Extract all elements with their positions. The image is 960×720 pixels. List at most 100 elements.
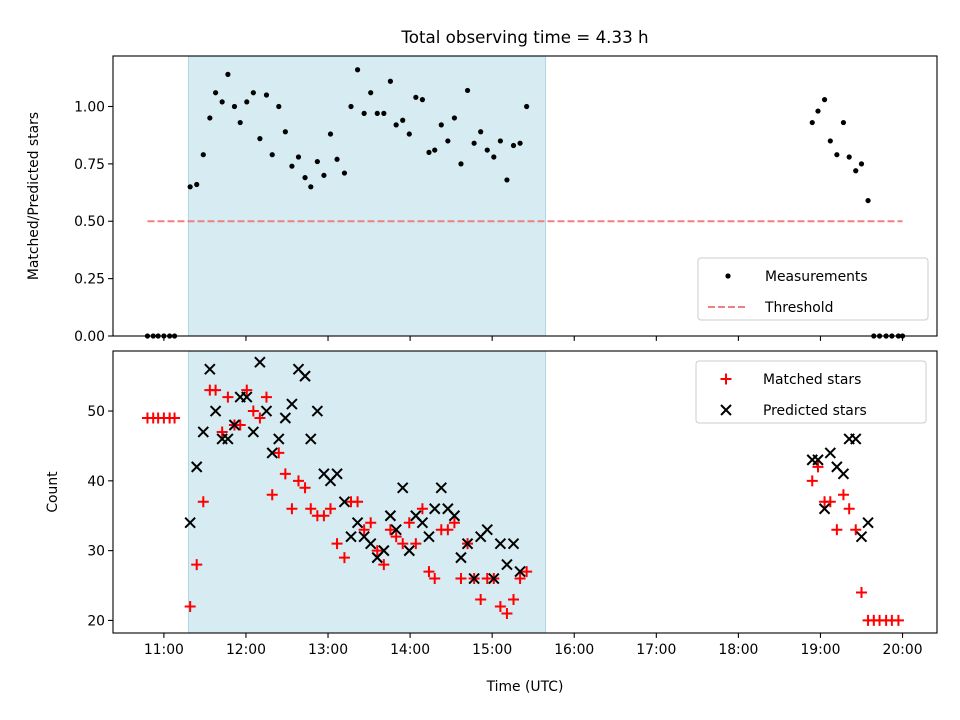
- matched-star-point: [222, 391, 234, 403]
- measurement-point: [809, 119, 815, 126]
- matched-star-point: [241, 384, 253, 396]
- measurement-point: [821, 97, 828, 103]
- top-highlight-span: [188, 55, 547, 337]
- matched-star-point: [318, 510, 330, 522]
- matched-star-point: [831, 524, 843, 536]
- matched-star-point: [210, 384, 222, 396]
- legend-predicted-marker: [720, 404, 732, 416]
- measurement-point: [354, 67, 361, 73]
- matched-star-point: [260, 391, 272, 403]
- measurement-point: [451, 115, 458, 121]
- measurement-point: [327, 131, 334, 137]
- measurement-point: [263, 92, 270, 98]
- measurement-point: [853, 168, 859, 174]
- measurement-point: [321, 172, 327, 178]
- measurement-point: [426, 149, 432, 155]
- bottom-legend: Matched stars Predicted stars: [695, 360, 927, 424]
- matched-star-point: [331, 538, 343, 550]
- measurement-point: [510, 142, 517, 149]
- matched-star-point: [855, 587, 867, 599]
- matched-star-point: [416, 503, 428, 515]
- measurement-point: [413, 94, 419, 100]
- top-y-tick-label: 0.75: [74, 157, 105, 173]
- predicted-star-point: [345, 530, 357, 543]
- measurement-point: [368, 90, 374, 96]
- bottom-panel: 11:00 12:00 13:00 14:00 15:00 16:00 17:00 18:00…: [45, 350, 938, 658]
- measurement-point: [361, 110, 367, 116]
- matched-star-point: [324, 503, 336, 515]
- matched-star-point: [254, 412, 266, 424]
- predicted-star-point: [423, 530, 435, 543]
- bottom-y-tick-label: 20: [87, 613, 105, 629]
- predicted-star-point: [197, 426, 209, 438]
- legend-box: [695, 360, 927, 424]
- measurement-point: [374, 110, 380, 116]
- measurement-point: [484, 147, 490, 153]
- measurement-point: [219, 99, 225, 105]
- legend-entry-label: Threshold: [764, 300, 833, 316]
- x-tick-label: 12:00: [226, 642, 266, 658]
- predicted-star-point: [279, 412, 292, 424]
- matched-star-point: [197, 496, 209, 508]
- legend-entry-label: Matched stars: [763, 372, 861, 388]
- matched-star-point: [824, 496, 836, 508]
- measurement-point: [282, 129, 288, 135]
- predicted-star-point: [416, 517, 429, 529]
- measurement-point: [497, 138, 503, 144]
- measurement-point: [445, 138, 451, 144]
- predicted-star-point: [204, 363, 216, 375]
- bottom-y-tick-label: 50: [87, 404, 105, 420]
- top-y-tick-label: 1.00: [74, 99, 105, 115]
- predicted-star-point: [461, 537, 474, 550]
- predicted-star-point: [254, 356, 266, 368]
- measurement-point: [194, 181, 200, 188]
- matched-star-point: [494, 600, 506, 612]
- measurement-point: [858, 161, 865, 167]
- matched-star-point: [892, 614, 904, 626]
- matched-star-point: [292, 475, 304, 487]
- measurement-point: [834, 152, 840, 158]
- bottom-y-axis-label: Count: [45, 471, 61, 513]
- predicted-star-point: [514, 565, 526, 578]
- predicted-star-point: [862, 517, 874, 529]
- predicted-star-point: [209, 405, 222, 417]
- measurement-point: [827, 138, 833, 144]
- matched-star-point: [806, 475, 818, 487]
- measurement-point: [840, 119, 847, 126]
- matched-star-point: [521, 566, 533, 578]
- measurement-point: [348, 103, 354, 110]
- legend-measurement-marker: [725, 273, 731, 279]
- predicted-star-point: [331, 468, 343, 480]
- matched-star-point: [429, 573, 441, 585]
- matched-star-point: [279, 468, 291, 480]
- measurement-point: [471, 140, 477, 146]
- matched-star-point: [403, 517, 415, 529]
- matched-star-point: [455, 573, 467, 585]
- matched-star-point: [812, 461, 824, 473]
- matched-star-point: [448, 517, 460, 529]
- measurement-point: [334, 156, 340, 162]
- predicted-star-point: [378, 544, 390, 557]
- predicted-star-point: [403, 544, 415, 557]
- x-tick-label: 13:00: [308, 642, 348, 658]
- matched-star-point: [843, 503, 855, 515]
- predicted-star-point: [222, 433, 234, 445]
- predicted-star-point: [824, 447, 837, 459]
- measurement-point: [244, 99, 250, 105]
- matched-star-point: [247, 405, 259, 417]
- predicted-star-point: [507, 537, 520, 550]
- bottom-axes-frame: [112, 350, 938, 634]
- predicted-star-point: [855, 530, 868, 543]
- matched-star-point: [299, 482, 311, 494]
- measurement-point: [464, 87, 471, 94]
- predicted-star-point: [338, 496, 351, 508]
- measurement-point: [438, 122, 444, 128]
- matched-star-point: [475, 593, 487, 605]
- matched-star-point: [442, 524, 454, 536]
- legend-entry-label: Predicted stars: [763, 403, 867, 419]
- measurement-point: [815, 108, 821, 114]
- predicted-star-point: [501, 558, 513, 571]
- matched-star-point: [169, 412, 181, 424]
- predicted-star-point: [390, 523, 402, 536]
- measurement-point: [406, 131, 412, 137]
